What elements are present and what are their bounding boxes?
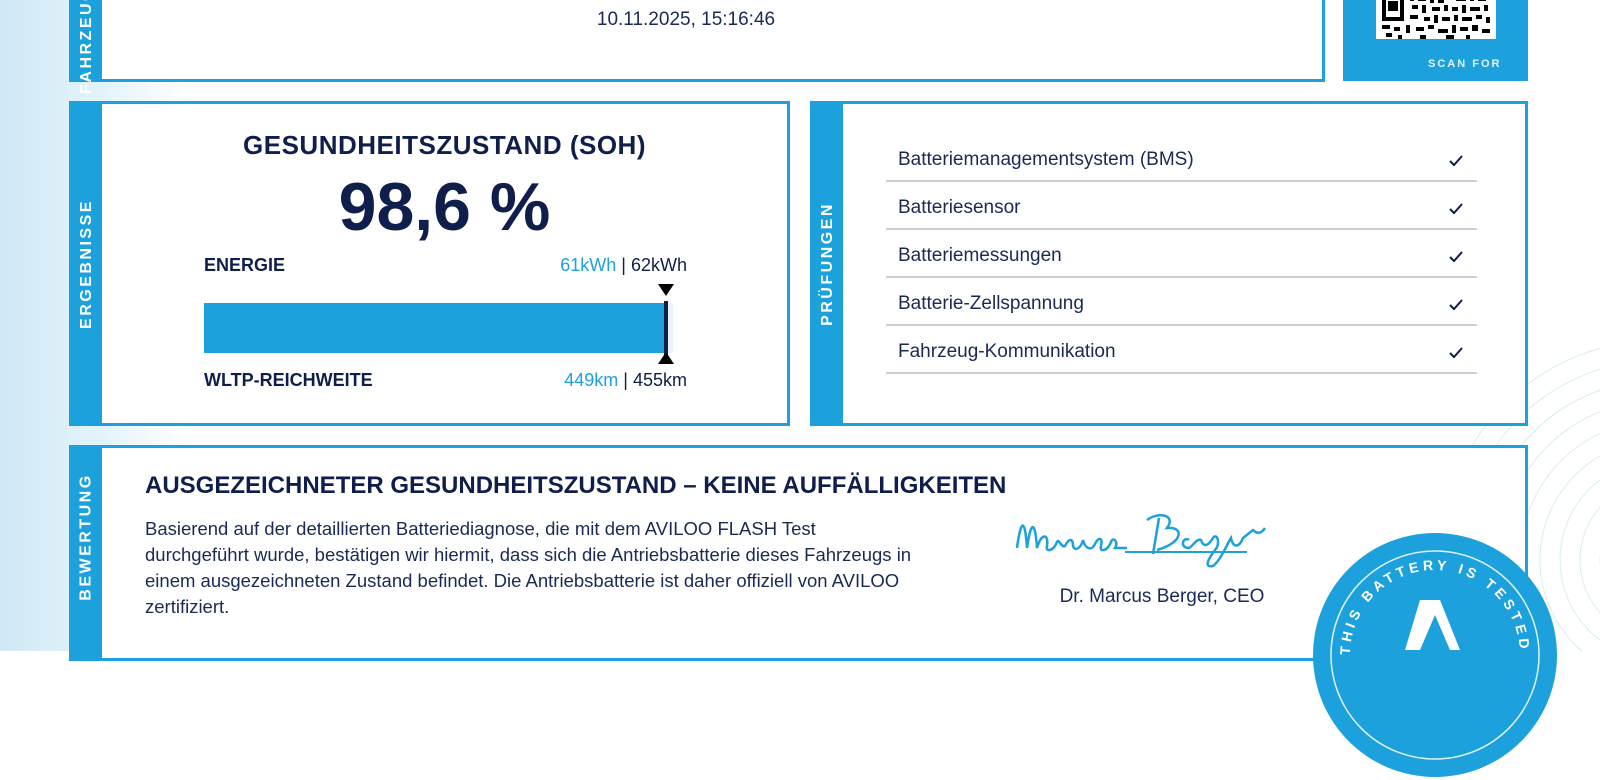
results-card: ERGEBNISSE GESUNDHEITSZUSTAND (SOH) 98,6…: [69, 101, 790, 426]
checkmark-icon: [1449, 203, 1463, 215]
list-item: Batteriemessungen: [886, 230, 1477, 278]
list-item: Batteriemanagementsystem (BMS): [886, 134, 1477, 182]
assessment-tab: BEWERTUNG: [72, 448, 102, 658]
checkmark-icon: [1449, 299, 1463, 311]
check-label: Batteriemanagementsystem (BMS): [898, 149, 1194, 170]
check-label: Batteriesensor: [898, 197, 1021, 218]
energy-separator: |: [621, 255, 626, 275]
results-tab-label: ERGEBNISSE: [78, 198, 96, 329]
assessment-title: AUSGEZEICHNETER GESUNDHEITSZUSTAND – KEI…: [145, 472, 1007, 499]
soh-bar-marker: [664, 301, 668, 355]
scan-for-label: SCAN FOR: [1428, 58, 1502, 70]
qr-code-panel[interactable]: [1343, 0, 1528, 81]
checks-tab-label: PRÜFUNGEN: [819, 201, 836, 326]
energy-label: ENERGIE: [204, 255, 286, 275]
vehicle-info-card: FAHRZEUG 10.11.2025, 15:16:46: [69, 0, 1325, 94]
range-label: WLTP-REICHWEITE: [204, 370, 373, 390]
checks-list: Batteriemanagementsystem (BMS) Batteries…: [886, 134, 1477, 374]
soh-value: 98,6 %: [338, 169, 551, 245]
range-values: 449km | 455km: [564, 370, 687, 391]
certification-seal-icon: THIS BATTERY IS TESTED: [1313, 533, 1557, 777]
assessment-tab-label: BEWERTUNG: [78, 473, 96, 601]
checks-tab: PRÜFUNGEN: [813, 104, 843, 423]
energy-values: 61kWh | 62kWh: [560, 255, 687, 276]
results-tab: ERGEBNISSE: [72, 104, 102, 423]
signature-image: [1015, 514, 1267, 568]
assessment-body: Basierend auf der detaillierten Batterie…: [145, 518, 912, 617]
check-label: Fahrzeug-Kommunikation: [898, 341, 1116, 362]
qr-code-icon: [1376, 0, 1496, 39]
assessment-card: BEWERTUNG AUSGEZEICHNETER GESUNDHEITSZUS…: [69, 445, 1528, 661]
energy-current: 61kWh: [560, 255, 617, 275]
checkmark-icon: [1449, 155, 1463, 167]
list-item: Batteriesensor: [886, 182, 1477, 230]
marker-up-triangle-icon: [658, 352, 674, 364]
checkmark-icon: [1449, 251, 1463, 263]
checks-card: PRÜFUNGEN Batteriemanagementsystem (BMS)…: [810, 101, 1528, 426]
check-label: Batterie-Zellspannung: [898, 293, 1084, 314]
vehicle-tab: FAHRZEUG: [72, 0, 102, 94]
list-item: Fahrzeug-Kommunikation: [886, 326, 1477, 374]
soh-bar-track: [204, 301, 673, 355]
check-label: Batteriemessungen: [898, 245, 1062, 266]
range-current: 449km: [564, 370, 619, 390]
test-timestamp: 10.11.2025, 15:16:46: [596, 9, 776, 30]
range-separator: |: [623, 370, 628, 390]
energy-nominal: 62kWh: [630, 255, 687, 275]
range-nominal: 455km: [632, 370, 687, 390]
marker-down-triangle-icon: [658, 284, 674, 296]
signer-name: Dr. Marcus Berger, CEO: [1059, 586, 1265, 607]
soh-bar-fill: [204, 303, 666, 353]
list-item: Batterie-Zellspannung: [886, 278, 1477, 326]
vehicle-tab-label: FAHRZEUG: [78, 0, 95, 94]
checkmark-icon: [1449, 347, 1463, 359]
soh-title: GESUNDHEITSZUSTAND (SOH): [243, 130, 646, 160]
